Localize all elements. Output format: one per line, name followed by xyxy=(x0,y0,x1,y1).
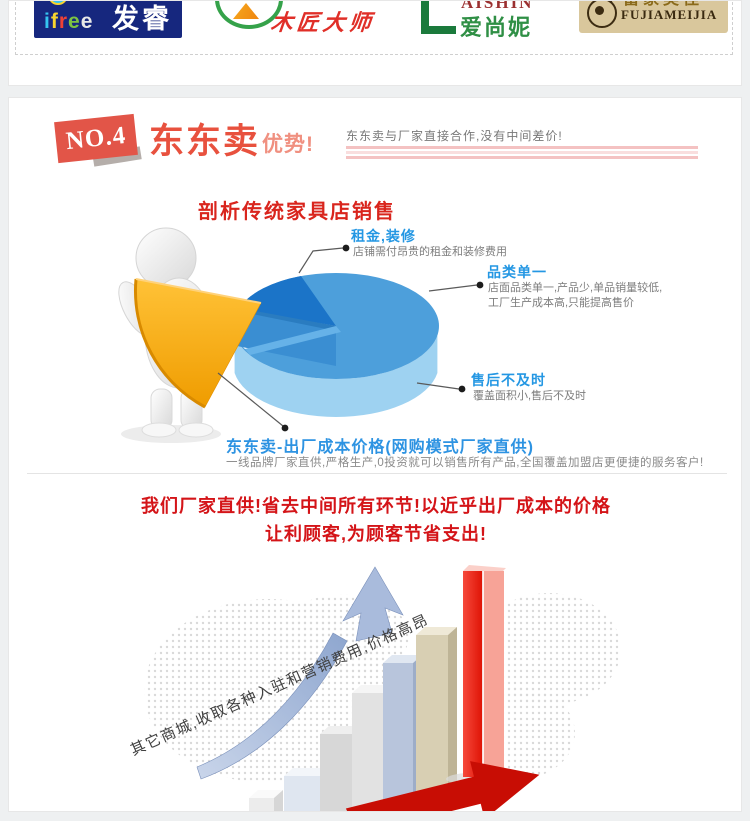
logo-fujiameijia-en: FUJIAMEIJIA xyxy=(621,7,718,22)
connector-dots xyxy=(281,244,484,432)
slogan: 我们厂家直供!省去中间所有环节!以近乎出厂成本的价格 让利顾客,为顾客节省支出! xyxy=(9,492,741,548)
bar-chart-icon xyxy=(249,627,457,811)
pie-label-service-desc: 覆盖面积小,售后不及时 xyxy=(473,390,587,402)
fujiameijia-emblem-icon xyxy=(587,1,617,28)
pie-label-rent-desc: 店铺需付昂贵的租金和装修费用 xyxy=(353,246,507,258)
logo-aishin-cn: 爱尚妮 xyxy=(460,15,533,40)
pie-chart-icon xyxy=(231,273,439,417)
pie-infographic xyxy=(118,227,484,443)
connector-lines xyxy=(217,247,478,427)
dashed-border-box xyxy=(15,1,733,55)
brand-logo-strip: ifree 发睿 木匠大师 AISHIN 爱尚妮 富家美佳 FUJIAMEIJI… xyxy=(8,0,742,86)
no4-badge: NO.4 xyxy=(54,113,138,164)
section-title: 东东卖优势! xyxy=(149,113,314,164)
pink-stripe xyxy=(346,151,698,154)
up-arrow-icon xyxy=(196,566,404,780)
orange-slice-icon xyxy=(134,278,262,409)
pie-label-category-desc2: 工厂生产成本高,只能提高售价 xyxy=(488,297,635,309)
logo-ifree: ifree 发睿 xyxy=(34,1,182,38)
divider xyxy=(27,473,727,474)
red-bar-icon xyxy=(446,565,526,786)
tagline-text: 东东卖与厂家直接合作,没有中间差价! xyxy=(346,129,563,143)
analysis-heading: 剖析传统家具店销售 xyxy=(198,201,396,223)
logo-fujiameijia: 富家美佳 FUJIAMEIJIA xyxy=(579,1,728,33)
pie-label-category: 品类单一 xyxy=(487,264,547,280)
conclusion-title: 东东卖-出厂成本价格(网购模式厂家直供) xyxy=(226,439,534,456)
logo-aishin-en: AISHIN xyxy=(461,0,534,12)
section-title-suffix: 优势! xyxy=(262,133,315,156)
pink-stripe xyxy=(346,146,698,149)
section-tagline: 东东卖与厂家直接合作,没有中间差价! xyxy=(346,127,698,159)
logo-carpenter-master: 木匠大师 xyxy=(269,10,377,35)
aishin-bracket-icon xyxy=(421,26,456,34)
section-title-main: 东东卖 xyxy=(149,122,261,161)
aishin-bracket-icon xyxy=(421,1,429,33)
ifree-dot-icon xyxy=(48,1,68,5)
right-arrow-icon xyxy=(345,761,540,811)
logo-fujiameijia-cn: 富家美佳 xyxy=(623,1,703,9)
slogan-line2: 让利顾客,为顾客节省支出! xyxy=(265,524,487,544)
growth-chart-infographic xyxy=(144,565,621,811)
conclusion-desc: 一线品牌厂家直供,严格生产,0投资就可以销售所有产品,全国覆盖加盟店更便捷的服务… xyxy=(226,457,704,469)
pink-stripe xyxy=(346,156,698,159)
pie-label-category-desc1: 店面品类单一,产品少,单品销量较低, xyxy=(488,282,663,294)
slogan-line1: 我们厂家直供!省去中间所有环节!以近乎出厂成本的价格 xyxy=(141,496,611,516)
pie-label-service: 售后不及时 xyxy=(471,372,546,388)
logo-ifree-cn: 发睿 xyxy=(112,4,172,34)
pie-label-rent: 租金,装修 xyxy=(351,228,416,244)
advantage-section: NO.4 东东卖优势! 东东卖与厂家直接合作,没有中间差价! 剖析传统家具店销售 xyxy=(8,97,742,812)
logo-ifree-en: ifree xyxy=(44,10,94,33)
